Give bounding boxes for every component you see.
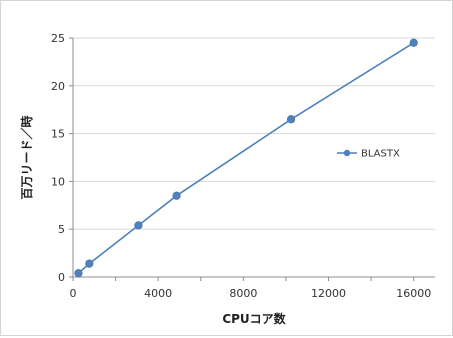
y-tick-label: 0 [58, 271, 65, 284]
series-layer [74, 38, 418, 278]
y-tick-label: 5 [58, 223, 65, 236]
y-tick-label: 10 [51, 175, 65, 188]
data-point [286, 115, 296, 124]
y-tick-label: 25 [51, 32, 65, 45]
x-tick-label: 12000 [311, 287, 346, 300]
x-tick-label: 0 [70, 287, 77, 300]
legend-swatch-marker [343, 149, 351, 157]
data-point [134, 221, 143, 230]
gridlines [73, 37, 435, 230]
data-point [172, 191, 181, 200]
axes [69, 37, 435, 281]
data-point [409, 38, 418, 47]
tick-labels: 0 5 10 15 20 25 0 4000 8000 12000 16000 [51, 32, 431, 300]
y-axis-title: 百万リード／時 [19, 115, 34, 199]
y-tick-label: 15 [51, 128, 65, 141]
x-tick-label: 16000 [396, 287, 431, 300]
y-tick-label: 20 [51, 80, 65, 93]
x-tick-label: 8000 [229, 287, 257, 300]
legend-label: BLASTX [361, 149, 400, 160]
legend: BLASTX [337, 149, 400, 160]
x-tick-label: 4000 [144, 287, 172, 300]
x-axis-title: CPUコア数 [222, 311, 286, 326]
data-point [74, 269, 83, 278]
data-point [85, 259, 94, 268]
